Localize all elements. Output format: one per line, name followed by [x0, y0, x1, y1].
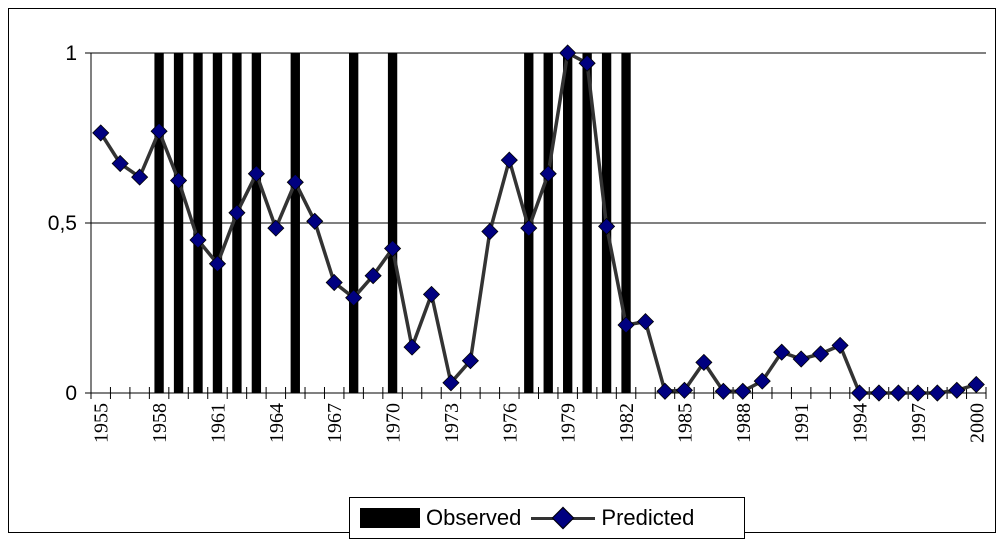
marker-predicted-1959: [169, 171, 188, 190]
marker-predicted-1978: [539, 165, 557, 183]
marker-predicted-1969: [364, 267, 382, 285]
xtick-label-1973: 1973: [441, 403, 463, 443]
xtick-label-1970: 1970: [383, 403, 405, 443]
marker-predicted-1984: [656, 382, 674, 400]
bar-observed-1960: [193, 53, 203, 393]
marker-predicted-1960: [189, 231, 207, 249]
marker-predicted-1961: [208, 255, 227, 273]
marker-predicted-1955: [92, 124, 110, 142]
ytick-label-2: 1: [65, 42, 77, 65]
marker-predicted-1979: [559, 44, 577, 62]
marker-predicted-1993: [831, 336, 849, 354]
marker-predicted-1970: [384, 239, 402, 258]
bar-observed-1961: [212, 53, 223, 393]
xtick-label-1982: 1982: [616, 403, 638, 443]
marker-predicted-1957: [131, 168, 149, 186]
xtick-label-1976: 1976: [499, 403, 521, 443]
marker-predicted-1998: [928, 384, 946, 402]
marker-predicted-1964: [267, 219, 285, 237]
bar-observed-1970: [387, 53, 398, 393]
marker-predicted-1987: [714, 382, 732, 400]
xtick-label-1988: 1988: [733, 403, 755, 443]
marker-predicted-1974: [461, 352, 479, 370]
marker-predicted-1989: [753, 372, 771, 390]
bar-observed-1980: [582, 53, 592, 393]
marker-predicted-1977: [520, 219, 538, 237]
bar-observed-1978: [543, 53, 553, 393]
marker-predicted-1968: [345, 289, 363, 307]
marker-predicted-1966: [306, 212, 324, 230]
marker-predicted-1976: [500, 151, 518, 169]
marker-predicted-1975: [481, 222, 499, 241]
marker-predicted-1986: [695, 353, 713, 371]
marker-predicted-1988: [734, 382, 752, 400]
marker-predicted-1999: [948, 381, 966, 399]
xtick-label-1997: 1997: [908, 403, 930, 443]
marker-predicted-1991: [792, 350, 810, 368]
marker-predicted-1956: [111, 154, 129, 173]
marker-predicted-1982: [617, 316, 635, 334]
bar-observed-1965: [290, 53, 300, 393]
marker-predicted-1963: [247, 165, 265, 183]
marker-predicted-1994: [850, 384, 869, 402]
xtick-label-1964: 1964: [266, 403, 288, 443]
marker-predicted-1983: [636, 313, 655, 331]
marker-predicted-1981: [598, 217, 616, 235]
xtick-label-2000: 2000: [966, 403, 988, 443]
xtick-label-1994: 1994: [850, 403, 872, 443]
marker-predicted-1995: [870, 384, 888, 402]
ytick-label-0: 0: [65, 382, 77, 405]
marker-predicted-1971: [403, 338, 421, 356]
chart-canvas: 0 0,5 1 1955 1958 1961 1964 1967 1970 1973 1976 197…: [48, 42, 988, 443]
xtick-label-1985: 1985: [674, 403, 696, 443]
legend-item-observed: Observed: [360, 505, 521, 531]
ytick-label-1: 0,5: [48, 212, 77, 235]
xtick-label-1991: 1991: [791, 403, 813, 443]
xtick-label-1958: 1958: [149, 403, 171, 443]
marker-predicted-1980: [578, 54, 596, 72]
bar-observed-1958: [154, 53, 164, 393]
marker-predicted-1985: [675, 381, 693, 399]
legend-item-predicted: Predicted: [531, 505, 694, 531]
marker-predicted-1973: [442, 374, 460, 392]
marker-predicted-1967: [325, 273, 343, 292]
xtick-label-1979: 1979: [558, 403, 580, 443]
legend-swatch-predicted: [531, 506, 596, 530]
marker-predicted-1997: [909, 384, 927, 402]
marker-predicted-1992: [812, 345, 830, 363]
marker-predicted-1990: [773, 343, 791, 361]
legend-label-observed: Observed: [426, 505, 522, 530]
marker-predicted-1965: [286, 173, 304, 191]
xtick-label-1955: 1955: [91, 403, 113, 443]
legend: Observed Predicted: [349, 497, 745, 539]
marker-predicted-1972: [422, 285, 441, 303]
bar-observed-1968: [348, 53, 359, 393]
marker-predicted-1996: [889, 384, 908, 402]
legend-swatch-observed: [360, 508, 420, 528]
bar-observed-1962: [232, 53, 242, 393]
marker-predicted-2000: [967, 375, 985, 394]
xtick-label-1961: 1961: [207, 403, 229, 443]
xtick-label-1967: 1967: [324, 403, 346, 443]
bar-observed-1959: [173, 53, 184, 393]
bar-observed-1963: [251, 53, 262, 393]
chart-frame: 0 0,5 1 1955 1958 1961 1964 1967 1970 1973 1976 197…: [8, 8, 996, 539]
marker-predicted-1962: [228, 204, 246, 222]
legend-label-predicted: Predicted: [601, 505, 695, 530]
marker-predicted-1958: [150, 122, 168, 140]
bar-observed-1979: [563, 53, 573, 393]
line-predicted: [99, 51, 977, 395]
bar-observed-1982: [621, 53, 631, 393]
